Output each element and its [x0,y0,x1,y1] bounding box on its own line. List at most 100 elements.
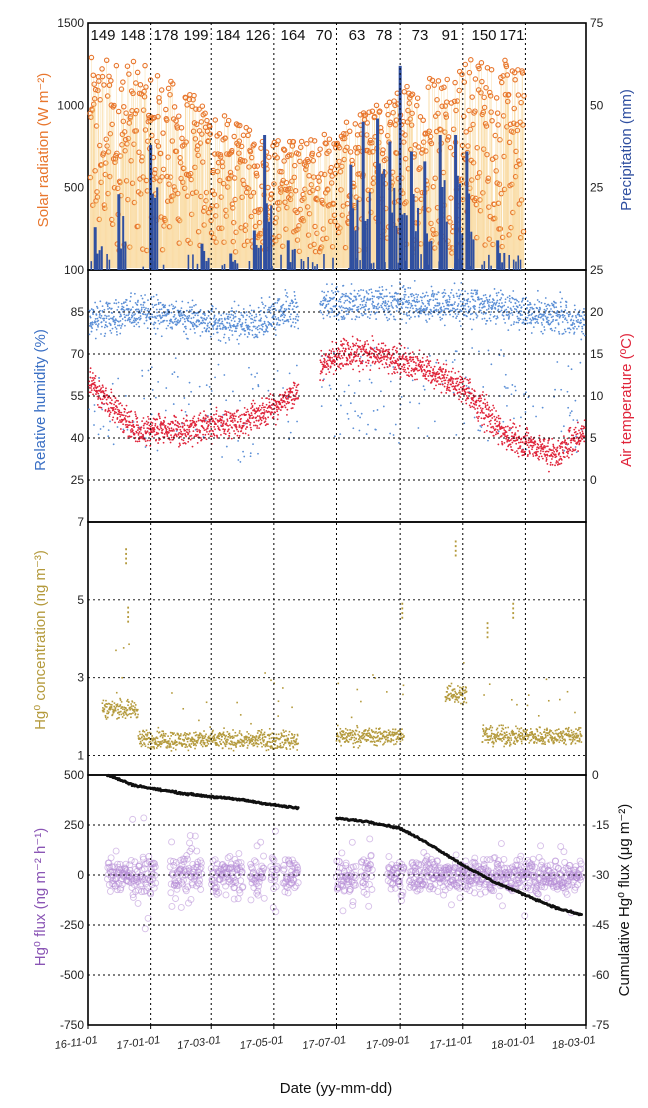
solar-point [425,84,432,90]
rh-point [514,302,517,305]
rh-point [259,320,262,322]
rh-point [151,389,154,391]
solar-point [87,174,94,181]
solar-point [428,140,435,147]
rh-point [464,303,467,305]
temp-point [154,423,157,425]
rh-point [385,307,388,310]
temp-point [125,404,128,407]
rh-point [402,302,405,305]
solar-point [347,149,354,155]
rh-point [368,288,371,291]
rh-point [339,433,342,435]
rh-point [571,323,574,326]
solar-point [216,131,223,137]
solar-point [417,165,423,171]
temp-point [209,429,212,432]
solar-point [472,108,478,114]
rh-point [437,313,439,316]
temp-point [184,429,187,432]
rh-point [469,300,472,303]
rh-point [405,322,408,324]
rh-point [550,302,553,305]
temp-point [232,421,234,423]
rh-point [174,306,177,309]
solar-point [461,113,467,120]
rh-point [155,303,158,306]
solar-radiation-series [87,54,527,268]
solar-point [165,154,171,160]
temp-point [217,427,220,429]
solar-point [298,144,304,151]
rh-point [221,320,224,323]
rh-point [386,319,389,322]
temp-point [188,430,191,433]
temp-point [113,403,116,406]
solar-point [199,103,206,109]
rh-point [158,308,161,311]
rh-point [341,318,343,321]
temp-point [163,433,166,435]
rh-point [543,329,546,331]
rh-point [567,365,570,368]
solar-point [489,117,495,124]
rh-point [443,305,445,308]
rh-point [279,308,282,311]
rh-point [389,380,392,383]
rh-point [367,423,369,426]
rh-point [139,315,142,317]
rh-point [350,283,353,285]
temp-point [172,438,175,441]
rh-point [93,404,96,406]
rh-point [138,325,141,328]
rh-point [249,312,252,315]
temp-point [198,414,201,417]
temp-point [204,417,207,420]
temp-point [118,413,121,416]
rh-point [572,319,575,322]
solar-point [254,163,261,169]
temp-point [164,424,167,427]
rh-point [253,316,256,319]
temp-point [226,418,229,421]
temp-point [94,384,97,387]
rh-point [155,293,158,296]
rh-point [143,322,146,325]
rh-point [250,309,253,312]
rh-point [426,306,429,309]
temp-point [220,421,223,424]
rh-point [297,315,300,318]
rh-point [227,337,230,339]
temp-point [186,424,189,427]
temp-point [124,415,127,417]
solar-point [121,129,128,135]
rh-point [552,315,554,318]
solar-point [415,144,422,150]
rh-point [189,328,192,331]
rh-point [207,314,210,317]
temp-point [188,429,190,431]
rh-point [507,329,510,332]
temp-point [170,434,172,437]
rh-point [546,318,548,321]
rh-point [512,290,515,292]
rh-point [435,308,438,311]
rh-point [185,327,187,330]
temp-point [90,385,93,387]
rh-point [456,308,459,311]
rh-point [555,306,558,309]
temp-point [151,435,154,438]
rh-point [94,301,97,304]
temp-point [163,421,166,423]
rh-point [95,314,98,316]
temp-point [245,411,248,414]
solar-point [484,151,490,158]
rh-point [487,300,490,303]
rh-point [104,314,106,317]
solar-point [288,152,295,158]
rh-point [506,387,509,389]
solar-point [505,98,511,105]
rh-point [545,305,548,308]
rh-point [424,313,427,316]
temp-point [250,428,253,431]
